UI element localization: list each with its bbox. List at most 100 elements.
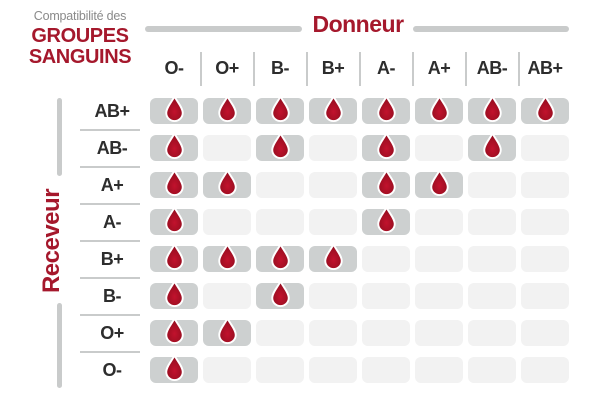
- receiver-row-label: O-: [102, 360, 123, 380]
- donor-col-header: A-: [358, 52, 410, 86]
- grid-cell-incompatible: [468, 283, 516, 309]
- receiver-row-label: A-: [80, 209, 140, 242]
- grid-cell-incompatible: [256, 209, 304, 235]
- blood-drop-icon: [217, 168, 237, 196]
- receiver-row-label: AB-: [80, 135, 140, 168]
- donor-col-header: B-: [252, 52, 304, 86]
- grid-cell-incompatible: [309, 209, 357, 235]
- grid-cell-incompatible: [309, 357, 357, 383]
- blood-drop-icon: [164, 316, 184, 344]
- grid-cell-compatible: [362, 131, 410, 161]
- blood-drop-icon: [376, 131, 396, 159]
- grid-cell-incompatible: [309, 135, 357, 161]
- grid-cell-incompatible: [309, 320, 357, 346]
- compatibility-grid: [150, 94, 569, 383]
- receiver-row-label: O+: [80, 320, 140, 353]
- grid-cell-incompatible: [521, 357, 569, 383]
- grid-cell-compatible: [415, 168, 463, 198]
- donor-col-header: O+: [199, 52, 251, 86]
- title-eyebrow: Compatibilité des: [33, 9, 127, 23]
- blood-drop-icon: [270, 279, 290, 307]
- grid-cell-incompatible: [203, 209, 251, 235]
- grid-cell-incompatible: [468, 172, 516, 198]
- blood-drop-icon: [429, 94, 449, 122]
- grid-cell-compatible: [521, 94, 569, 124]
- grid-cell-incompatible: [521, 246, 569, 272]
- grid-cell-incompatible: [362, 283, 410, 309]
- blood-drop-icon: [376, 94, 396, 122]
- grid-cell-compatible: [150, 242, 198, 272]
- receiver-axis-rule-bottom: [57, 303, 62, 388]
- grid-cell-incompatible: [521, 135, 569, 161]
- grid-cell-incompatible: [203, 357, 251, 383]
- blood-drop-icon: [270, 94, 290, 122]
- donor-col-header: AB+: [517, 52, 569, 86]
- grid-cell-compatible: [203, 316, 251, 346]
- blood-drop-icon: [270, 131, 290, 159]
- grid-cell-incompatible: [521, 283, 569, 309]
- grid-cell-compatible: [203, 168, 251, 198]
- grid-cell-compatible: [256, 131, 304, 161]
- grid-cell-compatible: [468, 94, 516, 124]
- grid-cell-incompatible: [256, 357, 304, 383]
- donor-axis-rule-right: [413, 26, 569, 32]
- grid-cell-incompatible: [309, 283, 357, 309]
- donor-col-header: B+: [305, 52, 357, 86]
- grid-cell-compatible: [309, 94, 357, 124]
- grid-cell-incompatible: [521, 209, 569, 235]
- grid-cell-incompatible: [521, 320, 569, 346]
- grid-cell-incompatible: [362, 246, 410, 272]
- receiver-row-labels: AB+ AB- A+ A- B+ B- O+ O-: [80, 98, 140, 383]
- grid-cell-compatible: [150, 279, 198, 309]
- blood-drop-icon: [164, 279, 184, 307]
- title-line-1: GROUPES: [31, 25, 129, 47]
- blood-drop-icon: [323, 94, 343, 122]
- receiver-row-label: B-: [80, 283, 140, 316]
- grid-cell-incompatible: [309, 172, 357, 198]
- grid-cell-incompatible: [362, 357, 410, 383]
- blood-drop-icon: [376, 205, 396, 233]
- donor-col-header: A+: [411, 52, 463, 86]
- blood-drop-icon: [217, 316, 237, 344]
- grid-cell-incompatible: [415, 283, 463, 309]
- grid-cell-compatible: [256, 94, 304, 124]
- grid-cell-incompatible: [415, 135, 463, 161]
- grid-cell-incompatible: [256, 320, 304, 346]
- grid-cell-compatible: [150, 168, 198, 198]
- grid-cell-compatible: [362, 168, 410, 198]
- grid-cell-compatible: [150, 316, 198, 346]
- blood-drop-icon: [376, 168, 396, 196]
- blood-drop-icon: [164, 94, 184, 122]
- grid-cell-incompatible: [521, 172, 569, 198]
- grid-cell-compatible: [468, 131, 516, 161]
- grid-cell-compatible: [415, 94, 463, 124]
- receiver-row-label: A+: [80, 172, 140, 205]
- donor-axis-rule-left: [145, 26, 302, 32]
- receiver-axis-rule-top: [57, 98, 62, 176]
- blood-drop-icon: [535, 94, 555, 122]
- grid-cell-compatible: [256, 242, 304, 272]
- donor-col-header: AB-: [464, 52, 516, 86]
- grid-cell-incompatible: [256, 172, 304, 198]
- blood-drop-icon: [164, 242, 184, 270]
- grid-cell-incompatible: [362, 320, 410, 346]
- grid-cell-incompatible: [415, 209, 463, 235]
- blood-drop-icon: [164, 353, 184, 381]
- grid-cell-compatible: [150, 131, 198, 161]
- grid-cell-incompatible: [468, 357, 516, 383]
- donor-col-header: O-: [164, 58, 185, 78]
- grid-cell-incompatible: [203, 135, 251, 161]
- donor-column-headers: O- O+ B- B+ A- A+ AB- AB+: [150, 52, 569, 86]
- grid-cell-incompatible: [415, 320, 463, 346]
- blood-drop-icon: [164, 205, 184, 233]
- title-line-2: SANGUINS: [28, 46, 132, 68]
- grid-cell-compatible: [150, 353, 198, 383]
- blood-drop-icon: [482, 94, 502, 122]
- blood-drop-icon: [164, 168, 184, 196]
- blood-drop-icon: [429, 168, 449, 196]
- grid-cell-compatible: [203, 94, 251, 124]
- grid-cell-incompatible: [415, 357, 463, 383]
- receiver-axis-label: Receveur: [38, 188, 65, 294]
- grid-cell-compatible: [150, 205, 198, 235]
